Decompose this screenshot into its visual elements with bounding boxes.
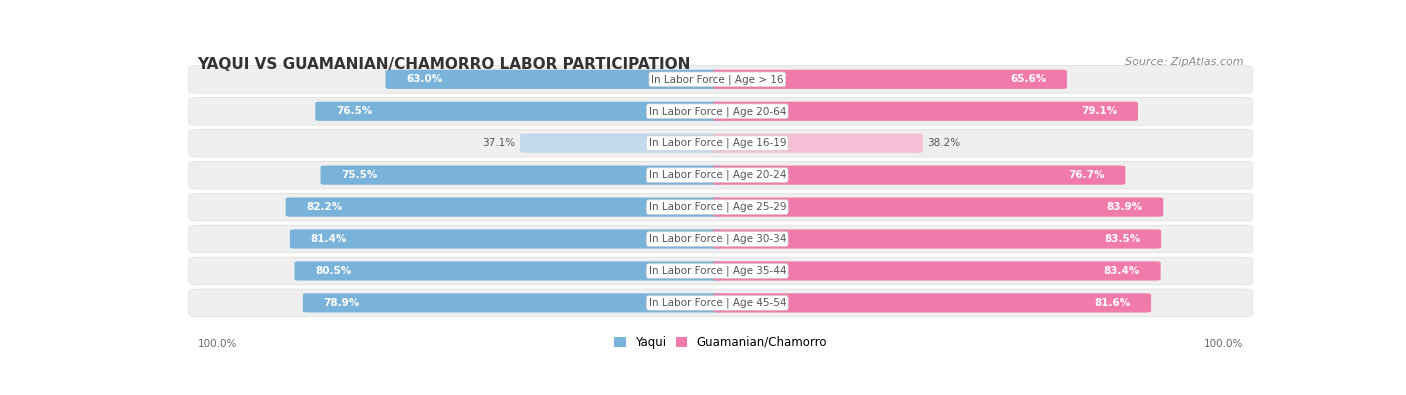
Text: 80.5%: 80.5% [315,266,352,276]
FancyBboxPatch shape [285,198,721,217]
Text: 63.0%: 63.0% [406,74,443,85]
FancyBboxPatch shape [188,193,1253,221]
Text: In Labor Force | Age 20-24: In Labor Force | Age 20-24 [648,170,786,181]
FancyBboxPatch shape [713,166,1125,185]
Text: In Labor Force | Age 25-29: In Labor Force | Age 25-29 [648,202,786,213]
FancyBboxPatch shape [188,257,1253,285]
Text: 81.4%: 81.4% [311,234,347,244]
FancyBboxPatch shape [302,293,721,312]
Text: In Labor Force | Age > 16: In Labor Force | Age > 16 [651,74,783,85]
FancyBboxPatch shape [188,98,1253,125]
Text: In Labor Force | Age 45-54: In Labor Force | Age 45-54 [648,298,786,308]
FancyBboxPatch shape [713,134,922,153]
Text: 78.9%: 78.9% [323,298,360,308]
FancyBboxPatch shape [188,289,1253,317]
Text: 100.0%: 100.0% [1204,339,1244,349]
FancyBboxPatch shape [188,161,1253,189]
Text: 65.6%: 65.6% [1010,74,1046,85]
Text: In Labor Force | Age 16-19: In Labor Force | Age 16-19 [648,138,786,149]
Text: YAQUI VS GUAMANIAN/CHAMORRO LABOR PARTICIPATION: YAQUI VS GUAMANIAN/CHAMORRO LABOR PARTIC… [197,56,690,71]
Text: In Labor Force | Age 35-44: In Labor Force | Age 35-44 [648,266,786,276]
FancyBboxPatch shape [315,102,721,121]
FancyBboxPatch shape [188,66,1253,93]
Text: 75.5%: 75.5% [342,170,378,180]
Text: In Labor Force | Age 20-64: In Labor Force | Age 20-64 [648,106,786,117]
Text: Source: ZipAtlas.com: Source: ZipAtlas.com [1125,56,1244,66]
FancyBboxPatch shape [713,229,1161,248]
Text: 83.5%: 83.5% [1104,234,1140,244]
Text: 76.5%: 76.5% [336,106,373,116]
Text: 38.2%: 38.2% [927,138,960,148]
Text: 100.0%: 100.0% [197,339,238,349]
Text: 82.2%: 82.2% [307,202,343,212]
FancyBboxPatch shape [713,261,1160,280]
FancyBboxPatch shape [385,70,721,89]
Text: 83.9%: 83.9% [1107,202,1143,212]
Legend: Yaqui, Guamanian/Chamorro: Yaqui, Guamanian/Chamorro [614,336,827,349]
Text: 79.1%: 79.1% [1081,106,1118,116]
FancyBboxPatch shape [188,130,1253,157]
Text: 83.4%: 83.4% [1104,266,1140,276]
Text: 81.6%: 81.6% [1094,298,1130,308]
FancyBboxPatch shape [290,229,721,248]
FancyBboxPatch shape [294,261,721,280]
FancyBboxPatch shape [713,70,1067,89]
Text: 37.1%: 37.1% [482,138,516,148]
FancyBboxPatch shape [713,293,1152,312]
Text: 76.7%: 76.7% [1069,170,1105,180]
Text: In Labor Force | Age 30-34: In Labor Force | Age 30-34 [648,234,786,244]
FancyBboxPatch shape [713,102,1137,121]
FancyBboxPatch shape [520,134,721,153]
FancyBboxPatch shape [713,198,1163,217]
FancyBboxPatch shape [321,166,721,185]
FancyBboxPatch shape [188,225,1253,253]
